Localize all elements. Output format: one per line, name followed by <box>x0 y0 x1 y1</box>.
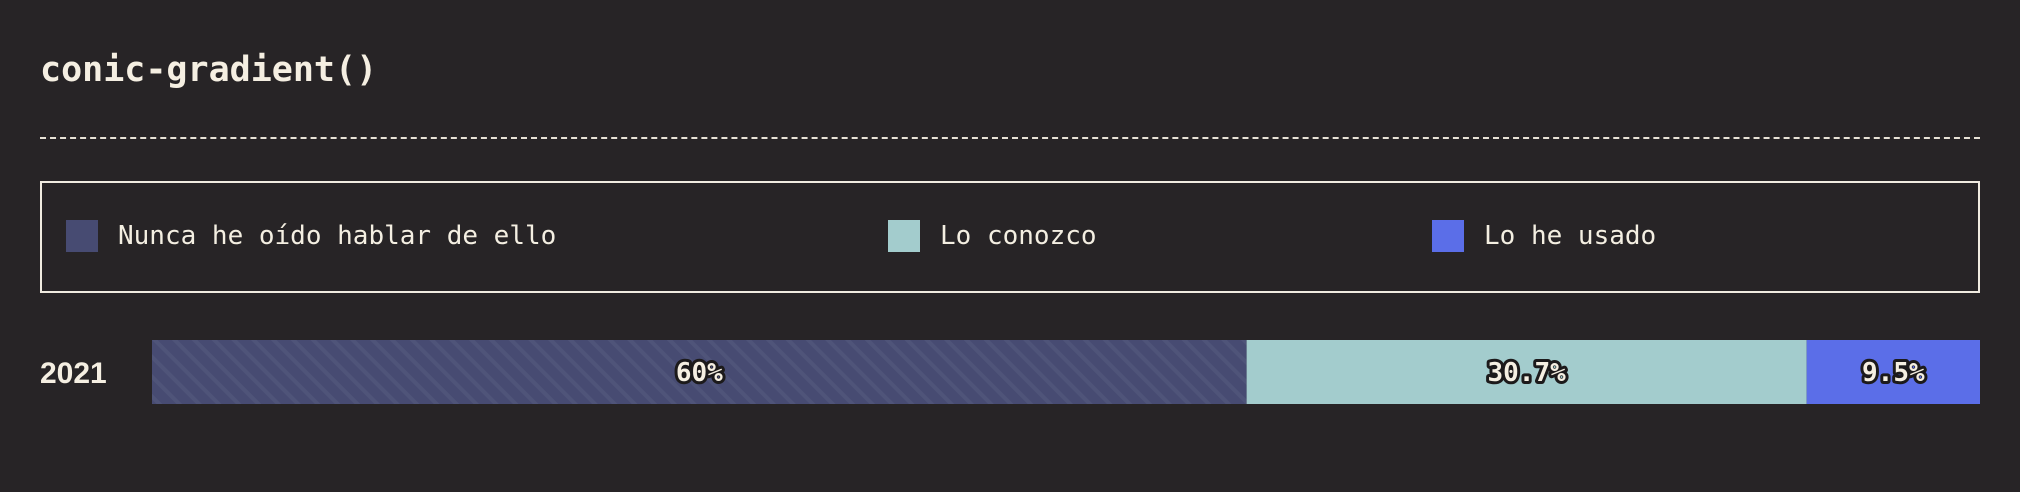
bar-label-used-it: 9.5% <box>1862 358 1925 388</box>
legend: Nunca he oído hablar de ello Lo conozco … <box>40 181 1980 293</box>
bar-segment-know-it[interactable] <box>1246 340 1807 404</box>
stacked-bar-chart: 60% 30.7% 9.5% <box>152 340 1980 404</box>
legend-label-know-it: Lo conozco <box>940 221 1097 251</box>
bar-label-never-heard: 60% <box>676 358 723 388</box>
chart-title: conic-gradient() <box>40 50 378 90</box>
legend-item-never-heard[interactable]: Nunca he oído hablar de ello <box>66 219 556 253</box>
legend-swatch-know-it <box>888 220 920 252</box>
legend-item-know-it[interactable]: Lo conozco <box>888 219 1097 253</box>
legend-swatch-never-heard <box>66 220 98 252</box>
bar-segment-used-it[interactable] <box>1806 340 1980 404</box>
bar-label-know-it: 30.7% <box>1488 358 1567 388</box>
row-label-2021: 2021 <box>40 357 107 390</box>
bar-segment-never-heard[interactable] <box>152 340 1247 404</box>
legend-swatch-used-it <box>1432 220 1464 252</box>
title-divider <box>40 137 1980 139</box>
legend-item-used-it[interactable]: Lo he usado <box>1432 219 1656 253</box>
legend-label-never-heard: Nunca he oído hablar de ello <box>118 221 557 251</box>
legend-label-used-it: Lo he usado <box>1484 221 1657 251</box>
